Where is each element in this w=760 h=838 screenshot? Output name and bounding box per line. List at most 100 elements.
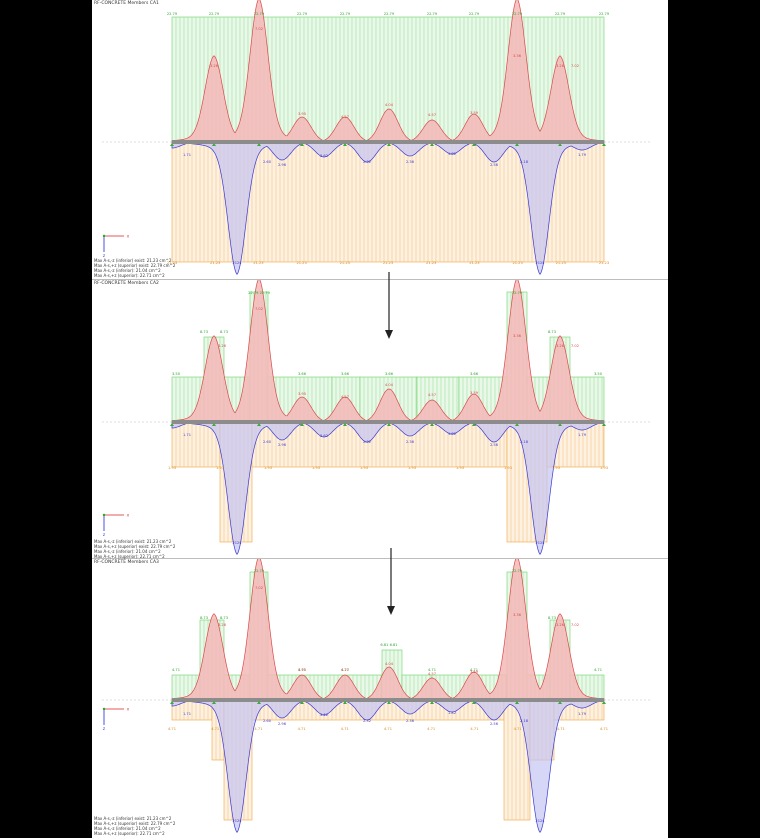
panel-ca1: 22.79 22.79 22.79 22.79 22.79 22.79 22.79 22.79… <box>92 0 668 280</box>
required-superior-label: 3.26 <box>556 344 565 348</box>
required-inferior-label: 2.18 <box>520 160 529 164</box>
report-sheet: 22.79 22.79 22.79 22.79 22.79 22.79 22.79 22.79… <box>92 0 668 838</box>
support-marker <box>257 701 261 704</box>
legend-line: Max A-s,+z (superior): 22.71 cm^2 <box>94 273 165 278</box>
required-inferior-label: 2.32 <box>363 719 371 723</box>
top-rebar-label: 22.79 <box>427 12 438 16</box>
top-rebar-label: 8.73 <box>220 616 228 620</box>
required-superior-label: 7.02 <box>571 623 579 627</box>
top-rebar-label: 8.73 <box>200 616 208 620</box>
beam-line <box>172 420 604 424</box>
required-superior-label: 3.59 <box>470 111 479 115</box>
bottom-rebar-label: 4.71 <box>254 727 262 731</box>
top-rebar-label: 4.71 <box>428 668 436 672</box>
legend-line: Max A-s,-z (inferior) exist: 21.23 cm^2 <box>94 539 172 544</box>
top-rebar-label: 22.79 <box>340 12 351 16</box>
required-inferior-label: 2.56 <box>490 163 499 167</box>
bottom-rebar-label: 1.93 <box>360 466 368 470</box>
required-inferior-label: 2.32 <box>363 160 371 164</box>
support-marker <box>212 143 216 146</box>
required-inferior-label: 2.60 <box>263 160 272 164</box>
support-marker <box>343 143 347 146</box>
required-superior-label: 4.57 <box>428 672 436 676</box>
legend-line: Max A-s,+z (superior) exist: 22.79 cm^2 <box>94 821 176 826</box>
top-rebar-label: 22.79 <box>469 12 480 16</box>
required-superior-label: 4.04 <box>385 383 394 387</box>
bottom-rebar-label: 4.71 <box>298 727 306 731</box>
top-rebar-label: 22.79 <box>599 12 610 16</box>
required-inferior-label: 2.36 <box>406 719 415 723</box>
required-inferior-label: 2.32 <box>363 440 371 444</box>
peak-label: 2124 <box>535 261 545 265</box>
support-marker <box>472 423 476 426</box>
peak-label: 2124 <box>535 819 545 823</box>
bottom-rebar-label: 21.23 <box>512 261 522 265</box>
required-inferior-label: 1.71 <box>183 433 191 437</box>
legend-ca2: Max A-s,-z (inferior) exist: 21.23 cm^2 … <box>94 539 175 559</box>
bottom-rebar-label: 1.93 <box>312 466 320 470</box>
support-marker <box>472 701 476 704</box>
legend-line: Max A-s,+z (superior): 22.71 cm^2 <box>94 554 165 559</box>
required-inferior-label: 1.82 <box>448 432 456 436</box>
legend-line: Max A-s,-z (inferior): 21.04 cm^2 <box>94 826 161 831</box>
required-inferior-label: 2.60 <box>263 440 272 444</box>
support-marker <box>300 701 304 704</box>
bottom-rebar-label: 21.23 <box>599 261 609 265</box>
required-inferior-label: 2.36 <box>406 440 415 444</box>
required-superior-label: 3.36 <box>513 334 522 338</box>
origin-dot <box>102 513 106 517</box>
legend-ca3: Max A-s,-z (inferior) exist: 21.23 cm^2 … <box>94 816 175 836</box>
support-marker <box>170 423 174 426</box>
required-superior-label: 4.27 <box>341 395 349 399</box>
bottom-rebar-label: 4.71 <box>514 727 522 731</box>
bottom-rebar-label: 4.71 <box>600 727 608 731</box>
bottom-rebar-label: 4.71 <box>341 727 349 731</box>
top-rebar-label: 4.71 <box>172 668 180 672</box>
required-superior-label: 3.59 <box>470 391 479 395</box>
required-inferior-label: 3.62 <box>320 154 328 158</box>
required-superior-label: 7.02 <box>571 344 579 348</box>
required-superior-label: 7.02 <box>255 586 263 590</box>
bottom-rebar-label: 21.23 <box>426 261 436 265</box>
support-marker <box>430 423 434 426</box>
support-marker <box>343 701 347 704</box>
bottom-rebar-label: 1.93 <box>408 466 416 470</box>
z-axis-label: Z <box>103 533 106 537</box>
legend-line: Max A-s,+z (superior): 22.71 cm^2 <box>94 831 165 836</box>
support-marker <box>212 701 216 704</box>
required-inferior-label: 2.18 <box>520 719 529 723</box>
support-marker <box>472 143 476 146</box>
required-inferior-label: 2.96 <box>278 163 287 167</box>
support-marker <box>170 143 174 146</box>
z-axis-label: Z <box>103 254 106 258</box>
bottom-rebar-label: 1.93 <box>456 466 464 470</box>
panel-title: RF-CONCRETE Members CA3 <box>94 560 159 565</box>
panel-title: RF-CONCRETE Members CA2 <box>94 281 159 286</box>
required-superior-label: 3.26 <box>556 623 565 627</box>
beam-line <box>172 698 604 702</box>
origin-dot <box>102 707 106 711</box>
required-inferior-label: 1.79 <box>578 433 587 437</box>
bottom-rebar-label: 1.93 <box>600 466 608 470</box>
bottom-rebar-label: 1.93 <box>264 466 272 470</box>
support-marker <box>558 423 562 426</box>
top-rebar-label: 8.73 <box>220 330 228 334</box>
support-marker <box>300 143 304 146</box>
support-marker <box>300 423 304 426</box>
peak-label: 2124 <box>232 541 242 545</box>
top-rebar-label: 3.50 <box>172 372 181 376</box>
required-inferior-label: 1.79 <box>578 153 587 157</box>
support-marker <box>387 423 391 426</box>
required-inferior-label: 2.96 <box>278 443 287 447</box>
legend-line: Max A-s,-z (inferior): 21.04 cm^2 <box>94 549 161 554</box>
legend-line: Max A-s,+z (superior) exist: 22.79 cm^2 <box>94 544 176 549</box>
top-rebar-label: 3.66 <box>298 372 307 376</box>
required-superior-label: 3.26 <box>218 344 227 348</box>
panel-ca2: 3.50 8.73 8.73 22.79 22.79 3.66 3.66 3.66 3.66 2… <box>92 280 668 559</box>
bottom-rebar-label: 4.71 <box>470 727 478 731</box>
required-superior-label: 7.02 <box>571 64 579 68</box>
required-superior-label: 3.59 <box>470 670 479 674</box>
top-rebar-label: 22.79 <box>297 12 308 16</box>
required-superior-label: 4.57 <box>428 113 436 117</box>
